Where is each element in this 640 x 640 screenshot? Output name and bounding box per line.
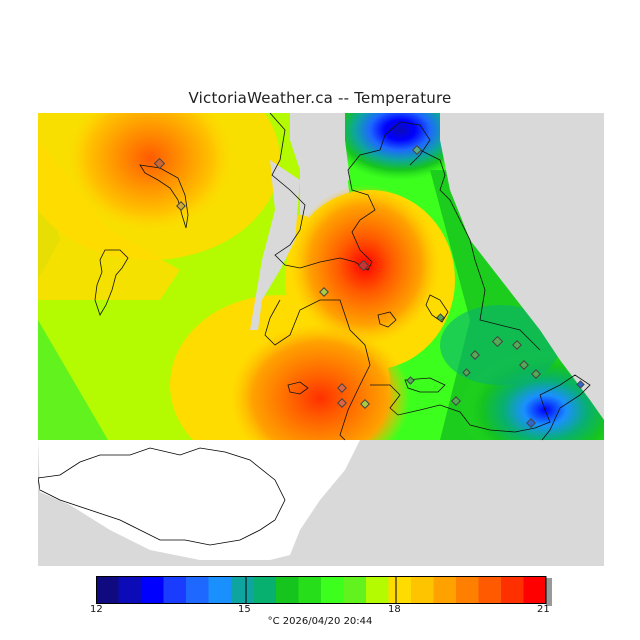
- station-marker: [512, 340, 522, 350]
- legend-swatch: [343, 576, 367, 604]
- station-marker: [436, 313, 445, 322]
- legend-swatch: [96, 576, 119, 604]
- station-marker: [337, 398, 347, 408]
- station-marker: [176, 201, 186, 211]
- legend-swatch: [208, 576, 232, 604]
- legend-shadow: [546, 578, 552, 606]
- weather-stations: [153, 145, 585, 428]
- station-marker: [412, 145, 422, 155]
- legend-swatch: [253, 576, 277, 604]
- legend-tick-label: 18: [388, 604, 401, 615]
- legend-tick-label: 15: [238, 604, 251, 615]
- station-marker: [462, 368, 471, 377]
- station-marker: [451, 396, 461, 406]
- coastlines: [94, 113, 591, 441]
- legend-swatch: [276, 576, 299, 604]
- legend-ticks: [96, 576, 547, 604]
- station-marker: [491, 335, 504, 348]
- temperature-map: [38, 113, 604, 566]
- legend-swatch: [478, 576, 502, 604]
- legend-tick-label: 21: [537, 604, 550, 615]
- legend-swatch: [163, 576, 187, 604]
- north-grey-region: [290, 113, 350, 190]
- legend-swatch: [388, 576, 412, 604]
- color-legend: [96, 576, 552, 606]
- legend-swatch: [118, 576, 142, 604]
- strait-grey-region: [250, 160, 300, 330]
- station-marker: [576, 380, 585, 389]
- legend-tick-label: 12: [90, 604, 103, 615]
- station-marker: [526, 418, 536, 428]
- white-lower-band: [38, 440, 360, 560]
- legend-swatch: [456, 576, 479, 604]
- legend-swatch: [141, 576, 164, 604]
- legend-swatch: [321, 576, 344, 604]
- legend-swatch: [231, 576, 254, 604]
- legend-swatches: [96, 576, 547, 604]
- page-title: VictoriaWeather.ca -- Temperature: [188, 89, 452, 107]
- legend-swatch: [523, 576, 547, 604]
- station-marker: [519, 360, 529, 370]
- legend-swatch: [411, 576, 434, 604]
- station-marker: [406, 376, 415, 385]
- legend-swatch: [433, 576, 457, 604]
- legend-swatch: [366, 576, 389, 604]
- olympic-coast: [38, 447, 286, 546]
- legend-units-timestamp: °C 2026/04/20 20:44: [267, 616, 373, 627]
- station-marker: [153, 157, 166, 170]
- station-marker: [360, 399, 370, 409]
- legend-swatch: [186, 576, 209, 604]
- legend-swatch: [298, 576, 322, 604]
- station-marker: [337, 383, 347, 393]
- station-marker: [470, 350, 480, 360]
- station-marker: [531, 369, 541, 379]
- legend-swatch: [501, 576, 524, 604]
- station-marker: [319, 287, 329, 297]
- station-marker: [357, 259, 370, 272]
- east-grey-region: [440, 113, 604, 420]
